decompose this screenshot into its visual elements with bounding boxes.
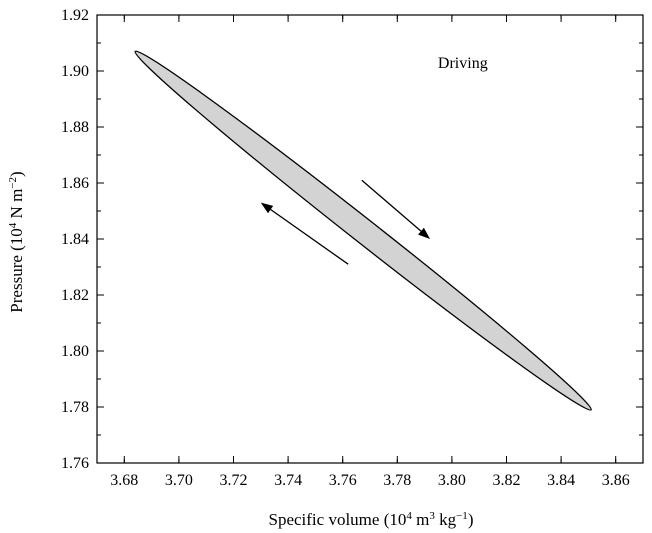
x-tick-label-1: 3.70	[165, 472, 193, 489]
x-tick-label-2: 3.72	[220, 472, 248, 489]
y-tick-label-3: 1.82	[61, 287, 89, 304]
x-tick-label-7: 3.82	[493, 472, 521, 489]
x-tick-label-9: 3.86	[602, 472, 630, 489]
y-tick-label-8: 1.92	[61, 7, 89, 24]
direction-arrows	[260, 179, 431, 265]
x-tick-label-3: 3.74	[274, 472, 302, 489]
direction-arrow-0	[361, 179, 431, 239]
y-tick-label-4: 1.84	[61, 231, 89, 248]
x-axis-ticks: 3.68 3.70 3.72 3.74 3.76 3.78 3.80 3.82 3.84 3.86	[110, 15, 630, 489]
x-tick-label-0: 3.68	[110, 472, 138, 489]
plot-area: 3.68 3.70 3.72 3.74 3.76 3.78 3.80 3.82 3.84 3.86…	[61, 7, 644, 489]
x-tick-label-8: 3.84	[547, 472, 575, 489]
arrow-shaft	[270, 208, 349, 265]
x-tick-label-5: 3.78	[383, 472, 411, 489]
y-axis-label: Pressure (104 N m−2)	[7, 171, 26, 312]
y-tick-label-0: 1.76	[61, 455, 89, 472]
x-tick-label-4: 3.76	[329, 472, 357, 489]
y-tick-label-7: 1.90	[61, 63, 89, 80]
annotation-0: Driving	[438, 55, 488, 72]
pv-loop-ellipse	[134, 50, 592, 411]
arrow-shaft	[361, 179, 422, 232]
y-tick-label-6: 1.88	[61, 119, 89, 136]
y-tick-label-2: 1.80	[61, 343, 89, 360]
y-tick-label-5: 1.86	[61, 175, 89, 192]
arrow-head	[418, 227, 431, 239]
annotations: Driving	[438, 55, 488, 72]
pressure-volume-loop	[134, 50, 592, 411]
x-axis-label: Specific volume (104 m3 kg−1)	[269, 510, 474, 529]
y-axis-ticks: 1.76 1.78 1.80 1.82 1.84 1.86 1.88 1.90 1.92	[61, 7, 643, 472]
arrow-head	[260, 202, 274, 214]
direction-arrow-1	[260, 202, 349, 265]
y-tick-label-1: 1.78	[61, 399, 89, 416]
x-tick-label-6: 3.80	[438, 472, 466, 489]
